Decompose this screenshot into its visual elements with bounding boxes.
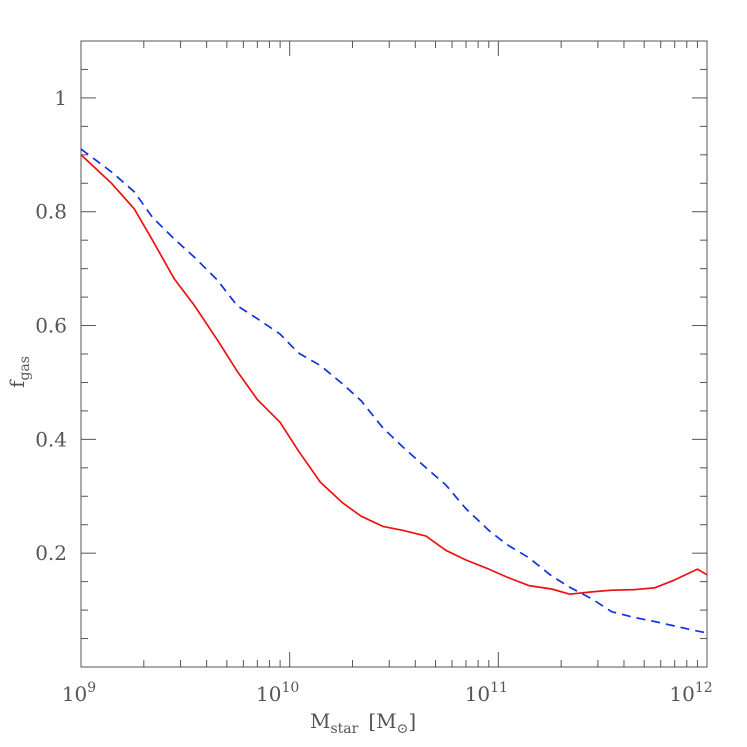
- x-tick-label: 1011: [465, 680, 508, 706]
- y-tick-label: 0.4: [35, 427, 67, 451]
- x-tick-label: 1010: [256, 680, 299, 706]
- svg-text:fgas: fgas: [5, 356, 33, 388]
- x-axis-title: Mstar [M⊙]: [310, 709, 416, 737]
- x-axis-unit-open: [M: [368, 709, 396, 733]
- y-tick-label: 0.6: [35, 314, 67, 338]
- x-tick-base: 10: [256, 682, 281, 706]
- y-tick-label: 1: [54, 86, 67, 110]
- x-axis-unit-sub: ⊙: [397, 721, 409, 737]
- minor-ticks: [81, 41, 707, 667]
- x-tick-label: 109: [62, 680, 96, 706]
- series-layer: [80, 148, 708, 634]
- x-tick-exponent: 12: [695, 680, 713, 696]
- y-tick-labels: 0.2 0.4 0.6 0.8 1: [35, 86, 67, 565]
- x-tick-labels: 109 1010 1011 1012: [62, 680, 713, 706]
- x-tick-exponent: 9: [87, 680, 96, 696]
- series-line-solid: [80, 154, 708, 596]
- x-tick-base: 10: [669, 682, 694, 706]
- y-axis-title-sub: gas: [17, 356, 33, 381]
- x-tick-exponent: 11: [490, 680, 508, 696]
- plot-frame: [80, 40, 708, 668]
- x-tick-exponent: 10: [281, 680, 299, 696]
- x-tick-base: 10: [62, 682, 87, 706]
- y-tick-label: 0.2: [35, 541, 67, 565]
- x-axis-title-sub: star: [330, 721, 358, 737]
- y-axis-title: fgas: [5, 356, 33, 388]
- major-ticks: [80, 41, 708, 667]
- x-axis-unit-close: ]: [408, 709, 416, 733]
- x-axis-title-main: M: [310, 709, 330, 733]
- y-tick-label: 0.8: [35, 200, 67, 224]
- x-tick-base: 10: [465, 682, 490, 706]
- x-tick-label: 1012: [669, 680, 712, 706]
- y-axis-title-main: f: [5, 379, 29, 388]
- series-line-dashed: [80, 148, 708, 634]
